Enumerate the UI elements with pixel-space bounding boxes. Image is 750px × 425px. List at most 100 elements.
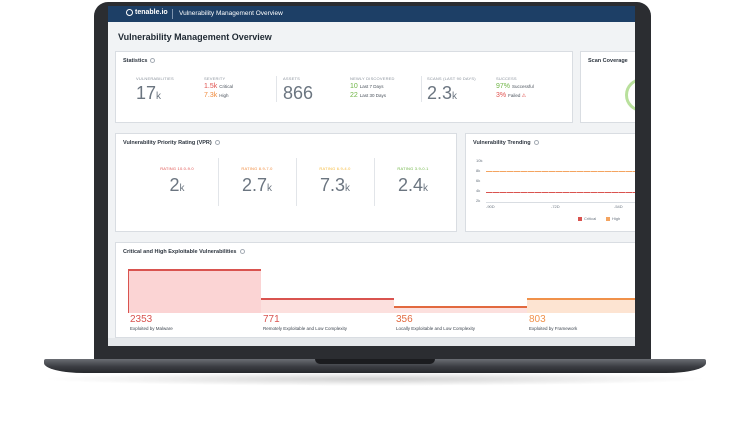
critical-trend-line[interactable] — [486, 192, 635, 193]
info-icon[interactable] — [214, 140, 220, 145]
legend-high[interactable]: High — [606, 216, 620, 221]
statistics-title: Statistics — [123, 58, 156, 64]
exploitable-bar[interactable] — [527, 298, 635, 313]
stat-scans-value: 2.3k — [427, 83, 476, 104]
success-successful-value: 97% — [496, 83, 511, 90]
stat-scans[interactable]: SCANS (LAST 90 DAYS) 2.3k — [427, 76, 476, 104]
exploitable-panel: Critical and High Exploitable Vulnerabil… — [115, 242, 635, 338]
legend-critical-label: Critical — [584, 216, 597, 221]
coverage-donut[interactable] — [625, 78, 635, 112]
vpr-rating-label: RATING 6.9-4.0 — [319, 166, 351, 171]
exploitable-title-text: Critical and High Exploitable Vulnerabil… — [123, 249, 237, 255]
legend-critical[interactable]: Critical — [578, 216, 596, 221]
legend-high-swatch — [606, 216, 610, 221]
info-icon[interactable] — [150, 58, 156, 63]
vpr-rating-label: RATING 3.9-0.1 — [397, 166, 429, 171]
exploitable-bar[interactable] — [261, 298, 394, 313]
y-tick-label: 8k — [476, 168, 481, 173]
vpr-rating-number: 2 — [169, 175, 180, 195]
vpr-rating-number: 7.3 — [319, 175, 346, 195]
vpr-rating-value: 2.7k — [218, 175, 296, 196]
exploitable-value: 803 — [529, 314, 546, 325]
laptop-screen: tenable.io Vulnerability Management Over… — [108, 6, 635, 346]
header-title: Vulnerability Management Overview — [179, 10, 283, 17]
vpr-rating-value: 7.3k — [296, 175, 374, 196]
severity-high-value: 7.3k — [204, 92, 218, 99]
stat-success-label: SUCCESS — [496, 76, 517, 81]
warning-icon: ⚠ — [521, 93, 527, 99]
vpr-rating-critical[interactable]: RATING 10.0-9.0 2k — [138, 166, 216, 196]
stat-assets[interactable]: ASSETS 866 — [283, 76, 313, 104]
scan-coverage-panel: Scan Coverage — [580, 51, 635, 123]
newly-last30-row: 22 Last 30 Days — [350, 92, 395, 99]
exploitable-label: Exploited by Framework — [529, 326, 578, 331]
severity-critical-label: Critical — [219, 84, 233, 89]
brand-name: tenable.io — [135, 9, 168, 16]
scan-coverage-title: Scan Coverage — [588, 58, 628, 64]
brand-logo[interactable]: tenable.io — [126, 9, 168, 16]
legend-critical-swatch — [578, 216, 582, 221]
vpr-divider — [296, 158, 297, 206]
vpr-rating-number: 2.4 — [397, 175, 424, 195]
trending-panel: Vulnerability Trending 10k 8k 6k 4k 2k -… — [465, 133, 635, 232]
y-tick-label: 10k — [476, 158, 483, 163]
severity-critical-value: 1.5k — [204, 83, 218, 90]
newly-last7-label: Last 7 Days — [359, 84, 384, 89]
stat-vulnerabilities[interactable]: VULNERABILITIES 17k — [136, 76, 174, 104]
statistics-title-text: Statistics — [123, 58, 148, 64]
page-title: Vulnerability Management Overview — [118, 32, 272, 42]
vpr-title: Vulnerability Priority Rating (VPR) — [123, 140, 220, 146]
x-tick-label: -54D — [614, 204, 623, 209]
stat-assets-label: ASSETS — [283, 76, 300, 81]
high-trend-line[interactable] — [486, 171, 635, 172]
exploitable-bar[interactable] — [394, 306, 527, 313]
screen-bottom-strip — [108, 338, 635, 346]
statistics-panel: Statistics VULNERABILITIES 17k SEVERITY … — [115, 51, 573, 123]
exploitable-label: Exploited by Malware — [130, 326, 173, 331]
vpr-panel: Vulnerability Priority Rating (VPR) RATI… — [115, 133, 457, 232]
vpr-rating-low[interactable]: RATING 3.9-0.1 2.4k — [374, 166, 452, 196]
severity-high-row: 7.3k High — [204, 92, 233, 99]
vpr-rating-value: 2.4k — [374, 175, 452, 196]
vulnerabilities-unit: k — [156, 91, 162, 102]
stat-vulnerabilities-value: 17k — [136, 83, 174, 104]
exploitable-value: 771 — [263, 314, 280, 325]
stat-severity[interactable]: SEVERITY 1.5k Critical 7.3k High — [204, 76, 233, 99]
exploitable-value: 356 — [396, 314, 413, 325]
x-tick-label: -90D — [486, 204, 495, 209]
vpr-rating-unit: k — [267, 183, 273, 194]
exploitable-label: Remotely Exploitable and Low Complexity — [263, 326, 348, 331]
info-icon[interactable] — [533, 140, 539, 145]
vpr-rating-medium[interactable]: RATING 6.9-4.0 7.3k — [296, 166, 374, 196]
vpr-rating-high[interactable]: RATING 8.9-7.0 2.7k — [218, 166, 296, 196]
success-failed-value: 3% — [496, 92, 507, 99]
vpr-rating-unit: k — [179, 183, 185, 194]
legend-high-label: High — [612, 216, 621, 221]
info-icon[interactable] — [239, 249, 245, 254]
stat-divider — [276, 76, 277, 102]
stat-newly-discovered[interactable]: NEWLY DISCOVERED 10 Last 7 Days 22 Last 30… — [350, 76, 395, 99]
newly-last7-row: 10 Last 7 Days — [350, 83, 395, 90]
severity-critical-row: 1.5k Critical — [204, 83, 233, 90]
y-tick-label: 2k — [476, 198, 481, 203]
trending-title: Vulnerability Trending — [473, 140, 539, 146]
app-header: tenable.io Vulnerability Management Over… — [108, 6, 635, 22]
stat-vulnerabilities-label: VULNERABILITIES — [136, 76, 174, 81]
header-divider — [172, 9, 173, 19]
vpr-rating-label: RATING 8.9-7.0 — [241, 166, 273, 171]
scans-unit: k — [452, 91, 458, 102]
vpr-divider — [218, 158, 219, 206]
stat-success[interactable]: SUCCESS 97% Successful 3% Failed ⚠ — [496, 76, 534, 99]
tenable-logo-icon — [126, 9, 133, 16]
stat-severity-label: SEVERITY — [204, 76, 226, 81]
success-failed-row: 3% Failed ⚠ — [496, 92, 534, 99]
x-tick-label: -72D — [551, 204, 560, 209]
exploitable-value: 2353 — [130, 314, 153, 325]
vpr-divider — [374, 158, 375, 206]
laptop-notch — [315, 359, 435, 364]
stat-assets-value: 866 — [283, 83, 314, 103]
vpr-rating-label: RATING 10.0-9.0 — [160, 166, 194, 171]
exploitable-bar[interactable] — [128, 269, 261, 313]
y-tick-label: 6k — [476, 178, 481, 183]
success-successful-label: Successful — [512, 84, 534, 89]
